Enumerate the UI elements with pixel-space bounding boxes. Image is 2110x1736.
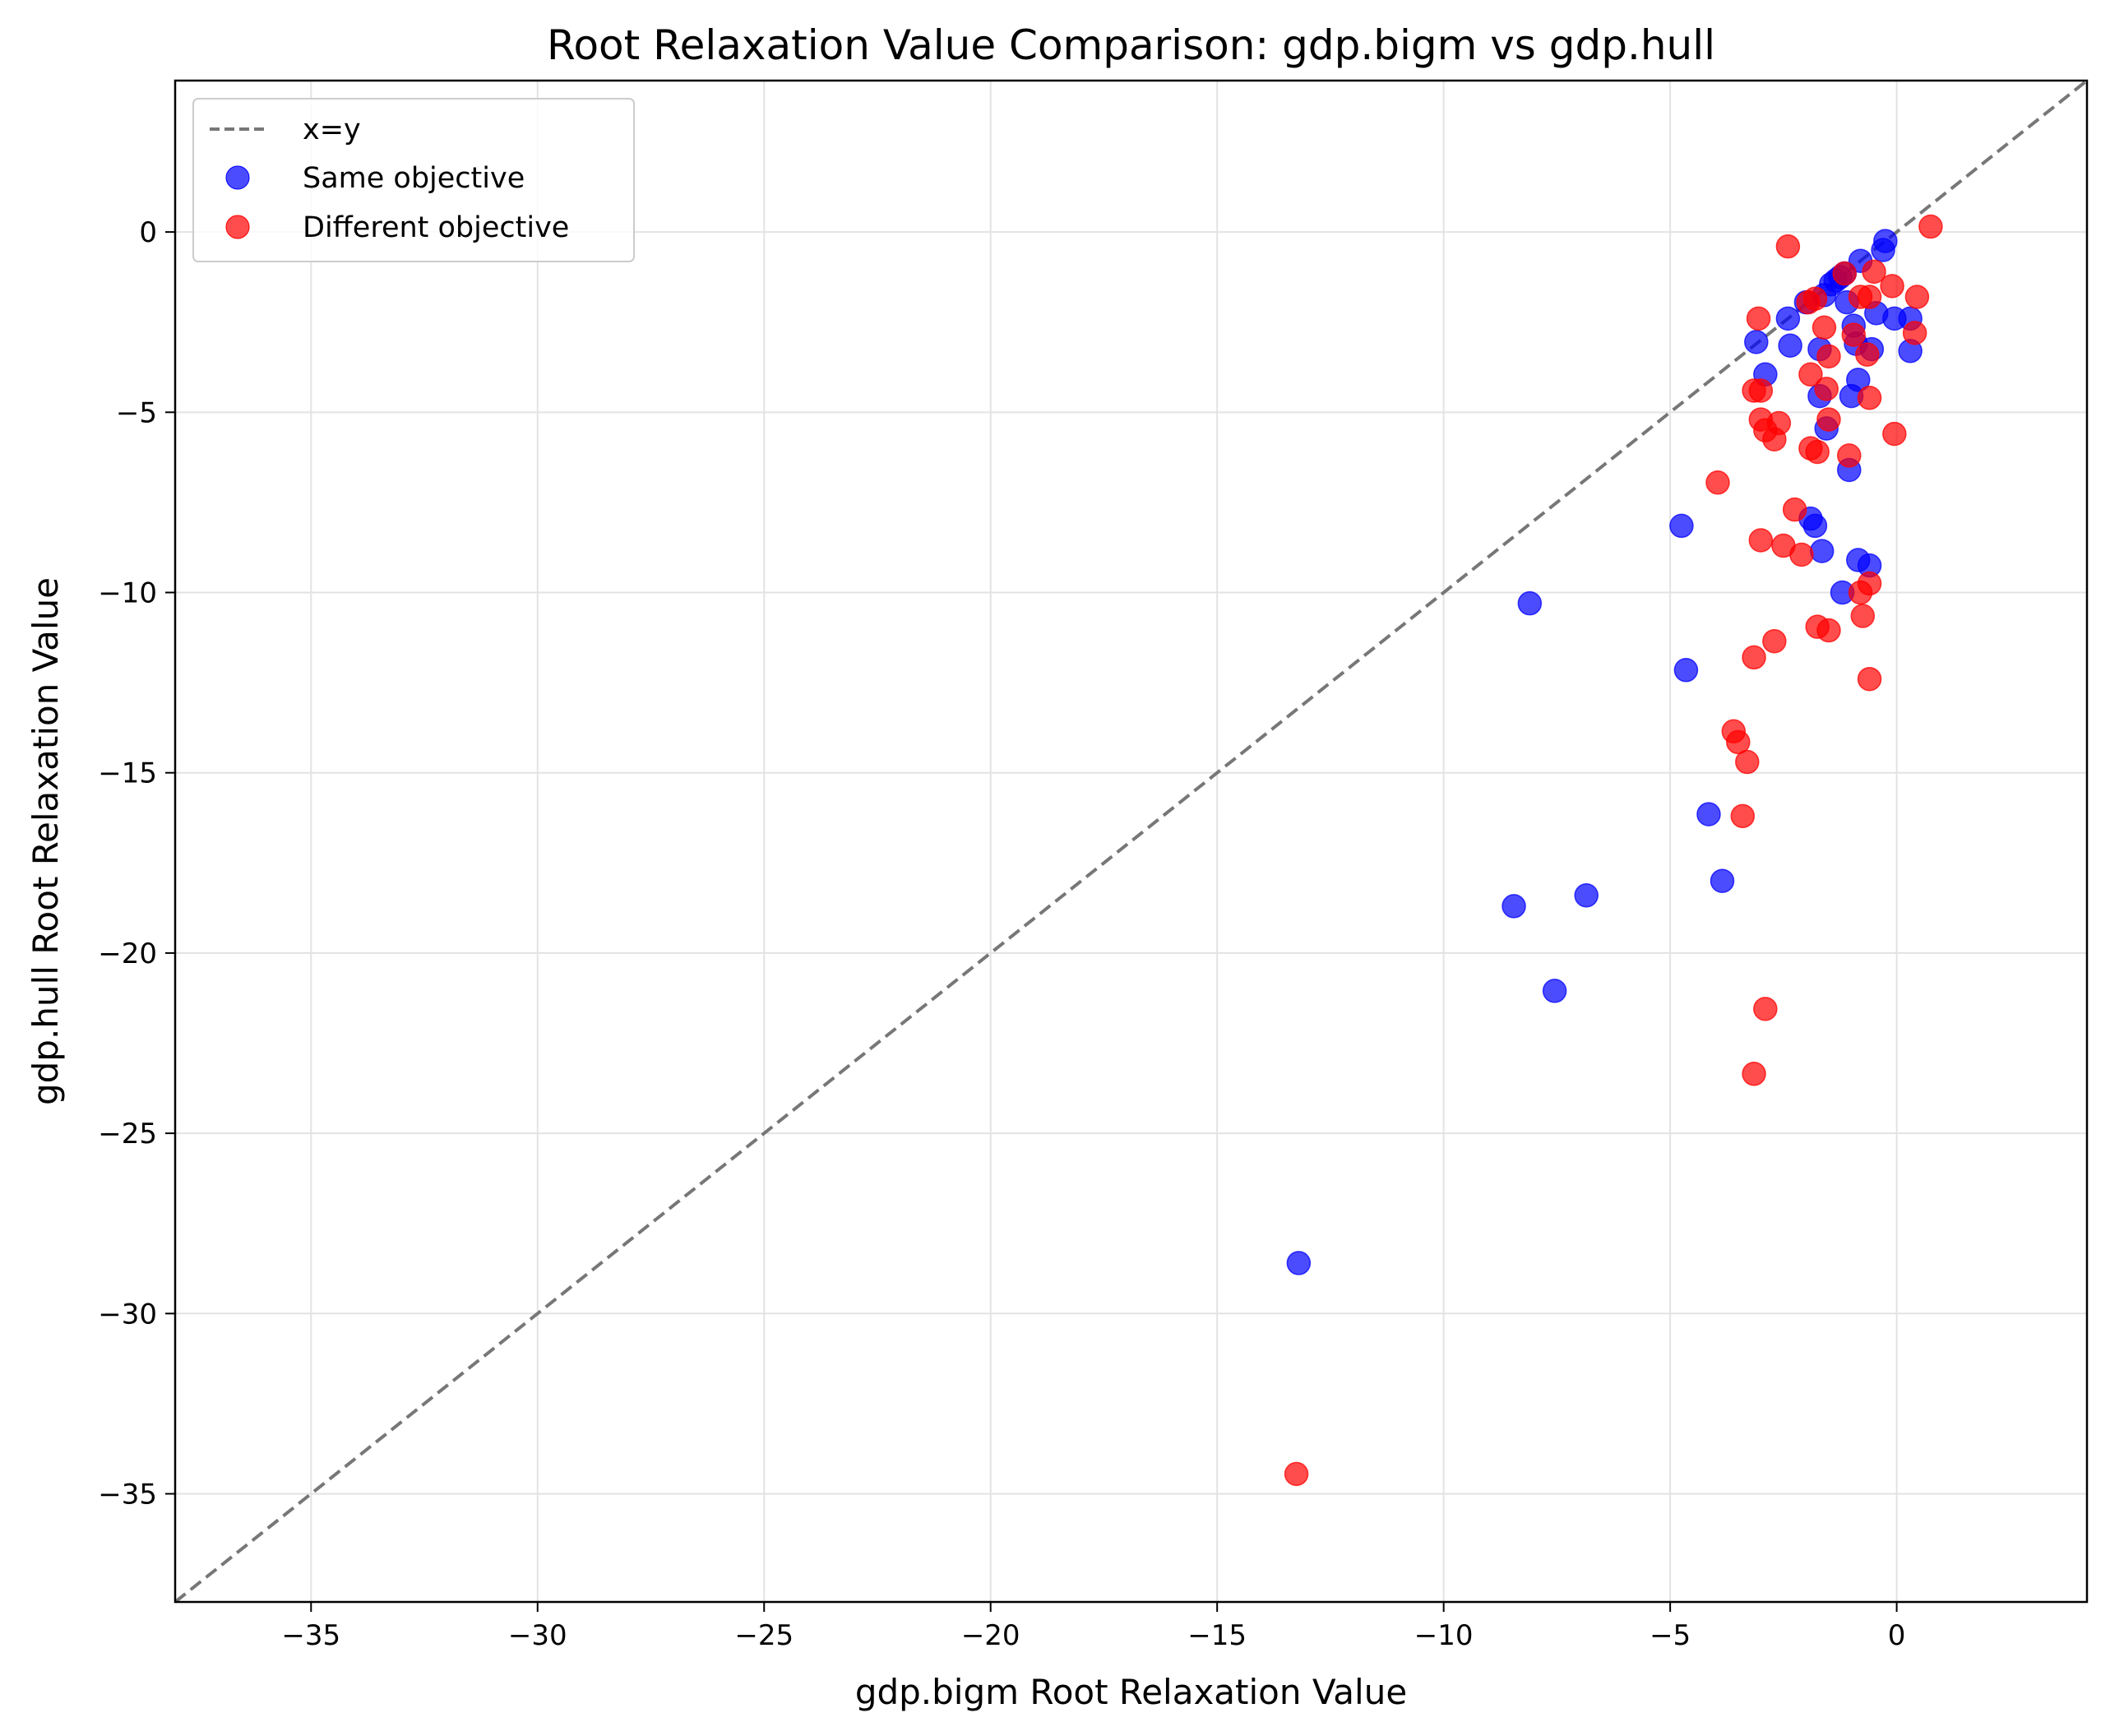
data-point bbox=[1744, 330, 1769, 354]
data-point bbox=[1816, 407, 1841, 432]
x-tick-label: −20 bbox=[961, 1619, 1020, 1652]
y-tick-label: −35 bbox=[98, 1478, 157, 1511]
data-point bbox=[1846, 368, 1871, 392]
data-point bbox=[1904, 285, 1930, 309]
legend: x=y Same objective Different objective bbox=[192, 98, 635, 262]
data-point bbox=[1762, 628, 1787, 654]
y-axis-title: gdp.hull Root Relaxation Value bbox=[25, 577, 66, 1105]
plot-frame bbox=[174, 79, 2089, 1604]
data-point bbox=[1766, 410, 1792, 436]
data-point bbox=[1789, 542, 1814, 567]
data-point bbox=[1778, 333, 1802, 358]
data-point bbox=[1857, 386, 1882, 410]
data-point bbox=[1802, 286, 1828, 311]
legend-reference-line-label: x=y bbox=[303, 113, 361, 146]
y-tick-label: 0 bbox=[139, 216, 157, 249]
data-point bbox=[1902, 321, 1927, 345]
legend-different-objective-label: Different objective bbox=[303, 211, 569, 244]
data-point bbox=[1748, 378, 1774, 403]
data-point bbox=[1710, 868, 1735, 893]
data-point bbox=[1882, 421, 1907, 447]
data-point bbox=[1805, 439, 1830, 465]
points-layer bbox=[1284, 214, 1943, 1487]
data-point bbox=[1284, 1461, 1309, 1487]
data-point bbox=[1816, 618, 1841, 643]
y-tick-label: −20 bbox=[98, 937, 157, 970]
y-tick-label: −5 bbox=[116, 396, 157, 429]
y-tick-label: −15 bbox=[98, 757, 157, 790]
data-point bbox=[1857, 285, 1882, 309]
reference-line-layer bbox=[174, 79, 2089, 1604]
data-point bbox=[1748, 528, 1774, 553]
data-point bbox=[1880, 274, 1904, 299]
y-tick-label: −30 bbox=[98, 1298, 157, 1331]
reference-line-x-equals-y bbox=[174, 79, 2089, 1604]
chart-title: Root Relaxation Value Comparison: gdp.bi… bbox=[547, 21, 1715, 69]
data-point bbox=[1873, 229, 1898, 253]
data-point bbox=[1742, 645, 1766, 670]
data-point bbox=[1502, 894, 1526, 919]
legend-different-objective-marker bbox=[225, 215, 250, 239]
x-tick-label: −10 bbox=[1414, 1619, 1474, 1652]
data-point bbox=[1918, 214, 1943, 239]
data-point bbox=[1696, 802, 1721, 826]
data-point bbox=[1812, 315, 1837, 340]
data-point bbox=[1669, 513, 1694, 539]
x-tick-label: −35 bbox=[281, 1619, 340, 1652]
ticks-layer: −35 −30 −25 −20 −15 −10 −5 0 −35 −30 −25 −20 −15 −10 −… bbox=[98, 216, 1905, 1652]
data-point bbox=[1816, 344, 1841, 369]
data-point bbox=[1798, 362, 1823, 387]
data-point bbox=[1857, 666, 1882, 692]
data-point bbox=[1286, 1251, 1312, 1275]
data-point bbox=[1730, 803, 1756, 829]
data-point bbox=[1705, 470, 1730, 495]
grid bbox=[175, 81, 2087, 1602]
data-point bbox=[1574, 883, 1599, 908]
data-point bbox=[1753, 997, 1778, 1021]
data-point bbox=[1855, 342, 1880, 367]
data-point bbox=[1809, 539, 1835, 563]
x-tick-label: −5 bbox=[1650, 1619, 1691, 1652]
x-tick-label: 0 bbox=[1888, 1619, 1906, 1652]
data-point bbox=[1542, 979, 1567, 1003]
series-different-objective bbox=[1284, 214, 1943, 1487]
y-tick-label: −25 bbox=[98, 1118, 157, 1150]
data-point bbox=[1673, 658, 1699, 683]
data-point bbox=[1735, 749, 1760, 775]
data-point bbox=[1814, 377, 1839, 401]
data-point bbox=[1857, 571, 1882, 596]
data-point bbox=[1832, 261, 1857, 286]
x-tick-label: −30 bbox=[508, 1619, 567, 1652]
data-point bbox=[1775, 306, 1801, 331]
x-tick-label: −25 bbox=[734, 1619, 794, 1652]
data-point bbox=[1775, 234, 1801, 259]
data-point bbox=[1802, 513, 1828, 539]
x-tick-label: −15 bbox=[1187, 1619, 1247, 1652]
data-point bbox=[1862, 259, 1886, 285]
data-point bbox=[1746, 306, 1771, 331]
legend-same-objective-label: Same objective bbox=[303, 162, 525, 195]
y-tick-label: −10 bbox=[98, 577, 157, 610]
data-point bbox=[1726, 729, 1751, 755]
data-point bbox=[1517, 590, 1543, 616]
x-axis-title: gdp.bigm Root Relaxation Value bbox=[855, 1672, 1407, 1712]
data-point bbox=[1782, 497, 1807, 522]
data-point bbox=[1850, 604, 1876, 628]
data-point bbox=[1841, 322, 1867, 347]
data-point bbox=[1837, 443, 1862, 468]
legend-same-objective-marker bbox=[225, 165, 250, 190]
legend-box bbox=[192, 98, 635, 262]
series-same-objective bbox=[1286, 229, 1923, 1275]
data-point bbox=[1742, 1062, 1766, 1086]
